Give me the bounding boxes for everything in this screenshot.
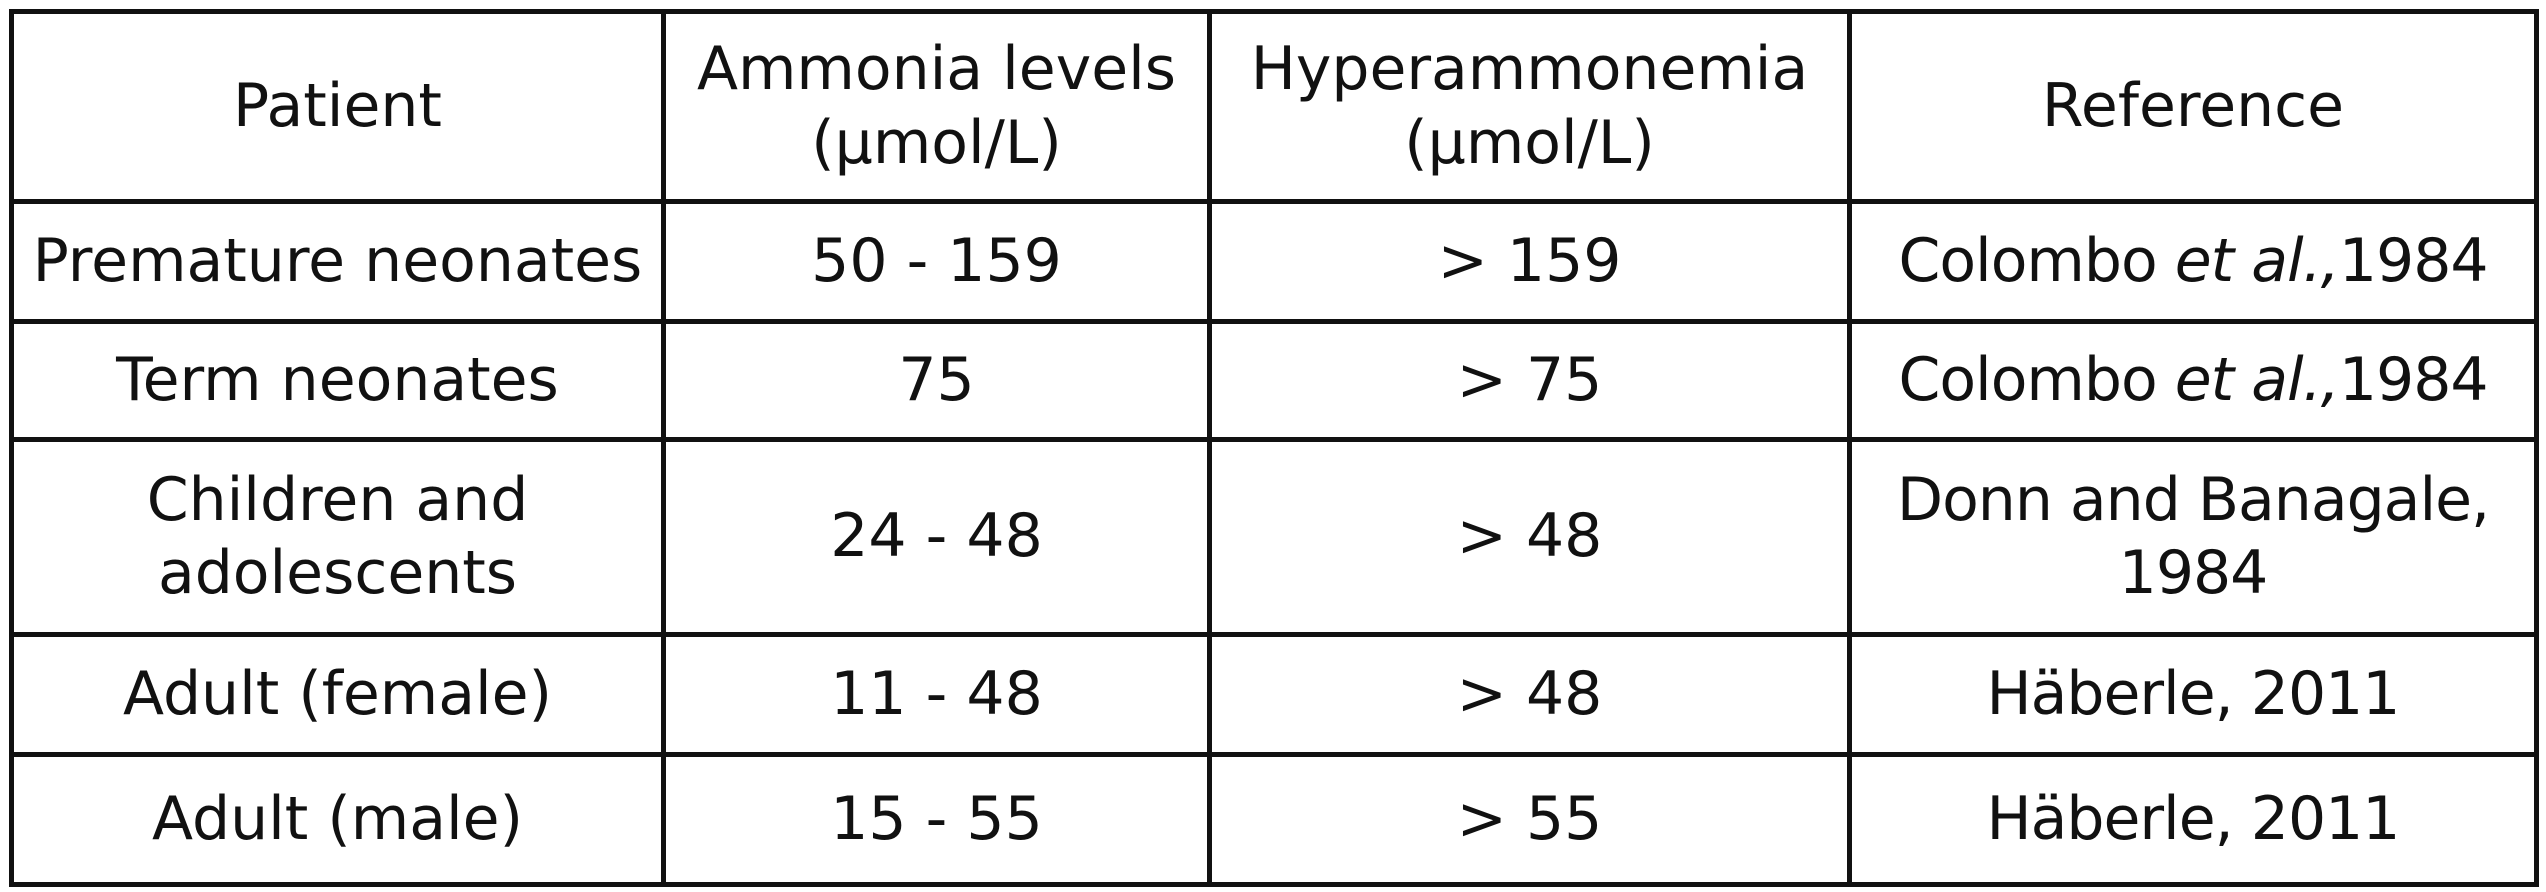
cell-reference: Häberle, 2011 [1847,752,2539,887]
ref-year: 1984 [2338,344,2489,415]
cell-hyperammonemia: > 48 [1207,437,1852,637]
cell-hyperammonemia: > 75 [1207,319,1852,442]
ref-et-al: et al., [2174,344,2340,415]
cell-patient: Premature neonates [9,199,666,324]
ammonia-reference-table: Patient Ammonia levels (µmol/L) Hyperamm… [9,9,2539,887]
cell-patient: Term neonates [9,319,666,442]
table-row: Term neonates 75 > 75 Colombo et al.,198… [9,319,2539,442]
cell-ammonia: 15 - 55 [661,752,1212,887]
cell-reference: Donn and Banagale, 1984 [1847,437,2539,637]
ref-author: Colombo [1898,225,2175,296]
cell-ammonia: 24 - 48 [661,437,1212,637]
header-hyperammonemia: Hyperammonemia (µmol/L) [1207,9,1852,204]
cell-ammonia: 75 [661,319,1212,442]
table-row: Children and adolescents 24 - 48 > 48 Do… [9,437,2539,637]
header-reference: Reference [1847,9,2539,204]
cell-ammonia: 11 - 48 [661,632,1212,757]
header-row: Patient Ammonia levels (µmol/L) Hyperamm… [9,9,2539,204]
table-row: Adult (male) 15 - 55 > 55 Häberle, 2011 [9,752,2539,887]
cell-reference: Colombo et al.,1984 [1847,199,2539,324]
cell-hyperammonemia: > 55 [1207,752,1852,887]
ref-author: Colombo [1898,344,2175,415]
cell-hyperammonemia: > 48 [1207,632,1852,757]
header-patient: Patient [9,9,666,204]
cell-reference: Colombo et al.,1984 [1847,319,2539,442]
cell-reference: Häberle, 2011 [1847,632,2539,757]
table-row: Adult (female) 11 - 48 > 48 Häberle, 201… [9,632,2539,757]
cell-hyperammonemia: > 159 [1207,199,1852,324]
table-row: Premature neonates 50 - 159 > 159 Colomb… [9,199,2539,324]
ref-year: 1984 [2338,225,2489,296]
cell-patient: Adult (female) [9,632,666,757]
ref-et-al: et al., [2174,225,2340,296]
cell-patient: Children and adolescents [9,437,666,637]
cell-ammonia: 50 - 159 [661,199,1212,324]
cell-patient: Adult (male) [9,752,666,887]
header-ammonia-levels: Ammonia levels (µmol/L) [661,9,1212,204]
